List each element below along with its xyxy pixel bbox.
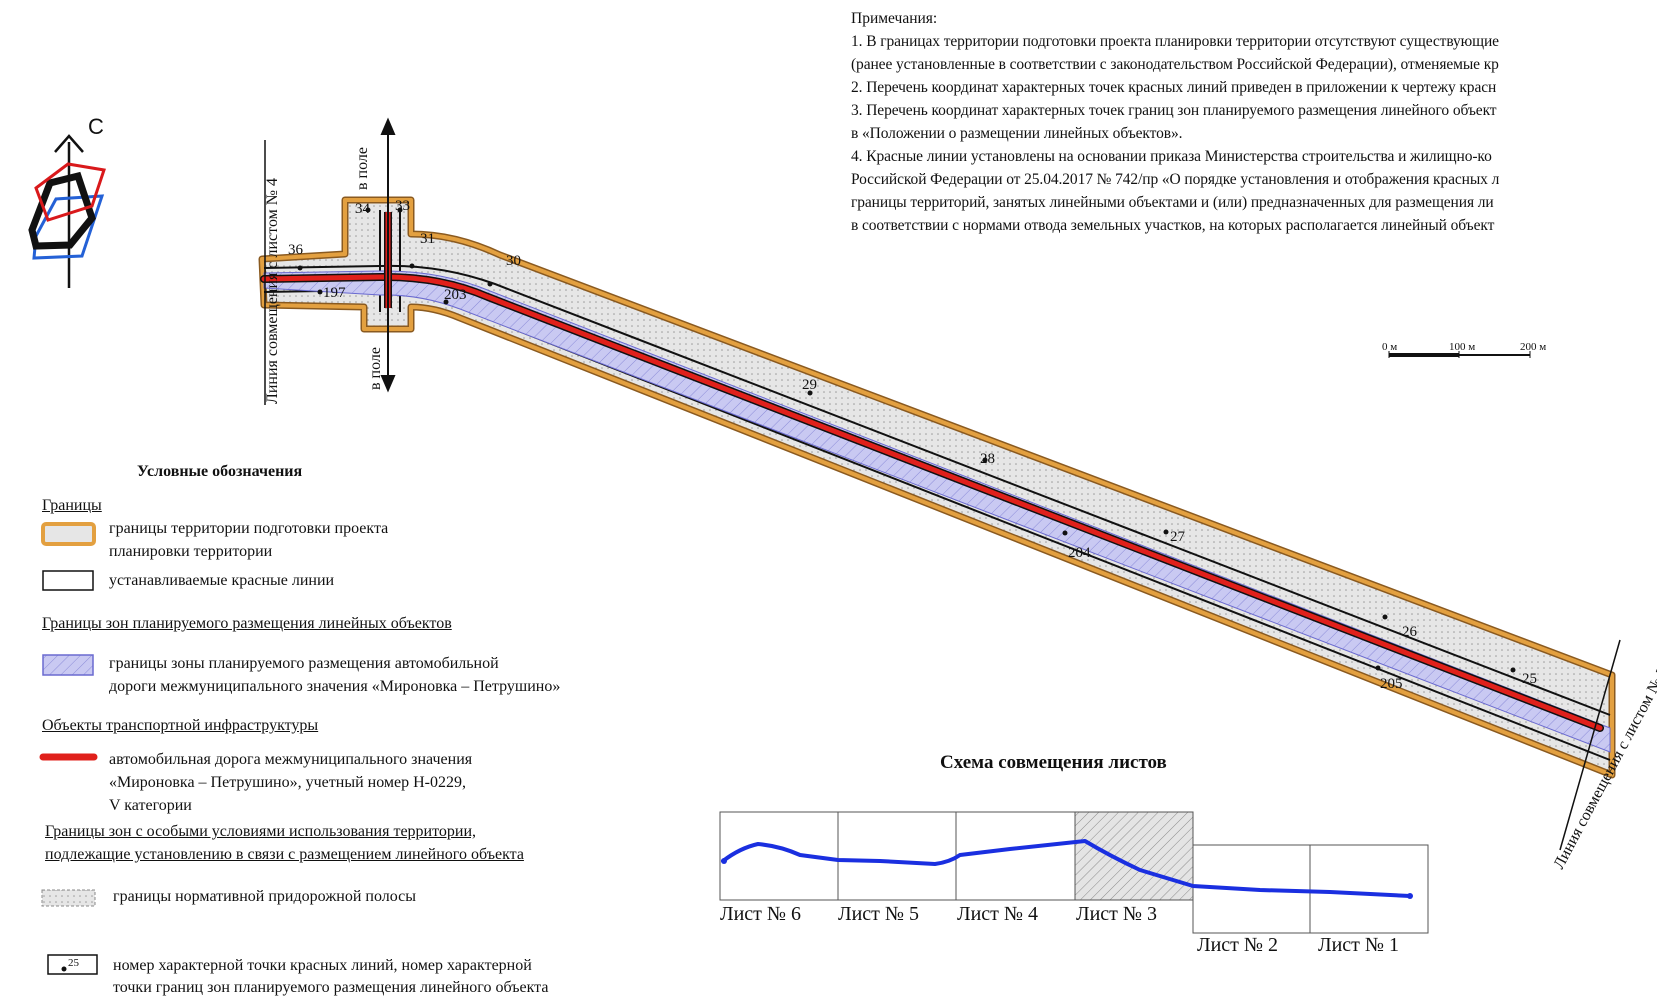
north-arrow: С: [28, 114, 106, 288]
legend-point-sample: 25: [68, 957, 80, 969]
legend-item-label: V категории: [109, 797, 192, 814]
sheet-label-6: Лист № 6: [720, 903, 801, 925]
scheme-route: [721, 839, 1412, 898]
scale-bar: 0 м 100 м 200 м: [1382, 341, 1546, 358]
note-line: 1. В границах территории подготовки прое…: [851, 33, 1499, 50]
point-label: 27: [1170, 529, 1186, 545]
point-label: 29: [802, 377, 817, 393]
note-line: в «Положении о размещении линейных объек…: [851, 125, 1183, 142]
left-match-line-label: Линия совмещения с листом № 4: [264, 178, 281, 404]
sheet-cell-3: [1074, 811, 1194, 901]
point-label: 36: [288, 242, 304, 258]
scheme-title: Схема совмещения листов: [940, 752, 1167, 773]
point-label: 205: [1380, 676, 1403, 692]
legend-group-head: Границы: [42, 497, 102, 514]
point-label: 33: [395, 198, 410, 214]
sheet-label-1: Лист № 1: [1318, 934, 1399, 956]
legend-item-label: «Мироновка – Петрушино», учетный номер Н…: [109, 774, 466, 791]
note-line: границы территорий, занятых линейными об…: [851, 194, 1494, 211]
scale-label: 0 м: [1382, 341, 1397, 353]
field-label-up: в поле: [354, 147, 371, 190]
planned-zone: [263, 270, 1611, 753]
point-label: 28: [980, 451, 995, 467]
legend-item-label: границы нормативной придорожной полосы: [113, 888, 416, 905]
sheet-label-2: Лист № 2: [1197, 934, 1278, 956]
sheet-cell-5: [837, 811, 957, 901]
legend-symbols: 25: [39, 522, 98, 975]
legend-item-label: устанавливаемые красные линии: [109, 572, 335, 589]
legend-title: Условные обозначения: [137, 463, 303, 480]
north-label: С: [88, 114, 104, 139]
note-line: Российской Федерации от 25.04.2017 № 742…: [851, 171, 1500, 188]
field-label-down: в поле: [367, 347, 384, 390]
point-label: 26: [1402, 624, 1418, 640]
scale-label: 100 м: [1449, 341, 1475, 353]
point-labels: 36 34 33 31 30 197 203 29 28 27 204 26 2…: [288, 198, 1537, 692]
sheet-label-3: Лист № 3: [1076, 903, 1157, 925]
legend-swatch-point: [47, 954, 98, 975]
legend-item-label: дороги межмуниципального значения «Мирон…: [109, 678, 561, 695]
legend-swatch-red-lines: [42, 570, 94, 591]
characteristic-points: [297, 207, 1516, 673]
notes-title: Примечания:: [851, 10, 938, 27]
sheet-scheme: [719, 811, 1429, 934]
field-direction-arrow: [380, 117, 396, 393]
note-line: 4. Красные линии установлены на основани…: [851, 148, 1492, 165]
legend-item-label: автомобильная дорога межмуниципального з…: [109, 751, 473, 768]
legend-item-label: планировки территории: [109, 543, 273, 560]
legend-swatch-planned-zone: [42, 654, 94, 676]
legend-group-head: Границы зон с особыми условиями использо…: [45, 823, 477, 840]
sheet-label-4: Лист № 4: [957, 903, 1038, 925]
note-line: (ранее установленные в соответствии с за…: [851, 56, 1499, 73]
point-label: 25: [1522, 671, 1537, 687]
point-label: 34: [355, 201, 371, 217]
legend-group-head: подлежащие установлению в связи с размещ…: [45, 846, 524, 863]
note-line: 3. Перечень координат характерных точек …: [851, 102, 1497, 119]
sheet-cell-4: [955, 811, 1076, 901]
point-label: 203: [444, 287, 467, 303]
legend-swatch-roadside: [41, 889, 96, 907]
point-label: 197: [323, 285, 346, 301]
sheet-cell-1: [1309, 844, 1429, 934]
legend-group-head: Объекты транспортной инфраструктуры: [42, 717, 319, 734]
legend-item-label: границы территории подготовки проекта: [109, 520, 389, 537]
note-line: в соответствии с нормами отвода земельны…: [851, 217, 1495, 234]
note-line: 2. Перечень координат характерных точек …: [851, 79, 1497, 96]
legend-item-label: точки границ зон планируемого размещения…: [113, 979, 549, 996]
right-match-line: [1559, 639, 1621, 851]
point-label: 31: [420, 231, 435, 247]
scale-label: 200 м: [1520, 341, 1546, 353]
legend-item-label: номер характерной точки красных линий, н…: [113, 957, 532, 974]
point-label: 30: [506, 253, 521, 269]
sheet-label-5: Лист № 5: [838, 903, 919, 925]
legend-item-label: границы зоны планируемого размещения авт…: [109, 655, 499, 672]
legend-swatch-project-boundary: [41, 522, 96, 546]
legend-group-head: Границы зон планируемого размещения лине…: [42, 615, 452, 632]
point-label: 204: [1068, 545, 1091, 561]
